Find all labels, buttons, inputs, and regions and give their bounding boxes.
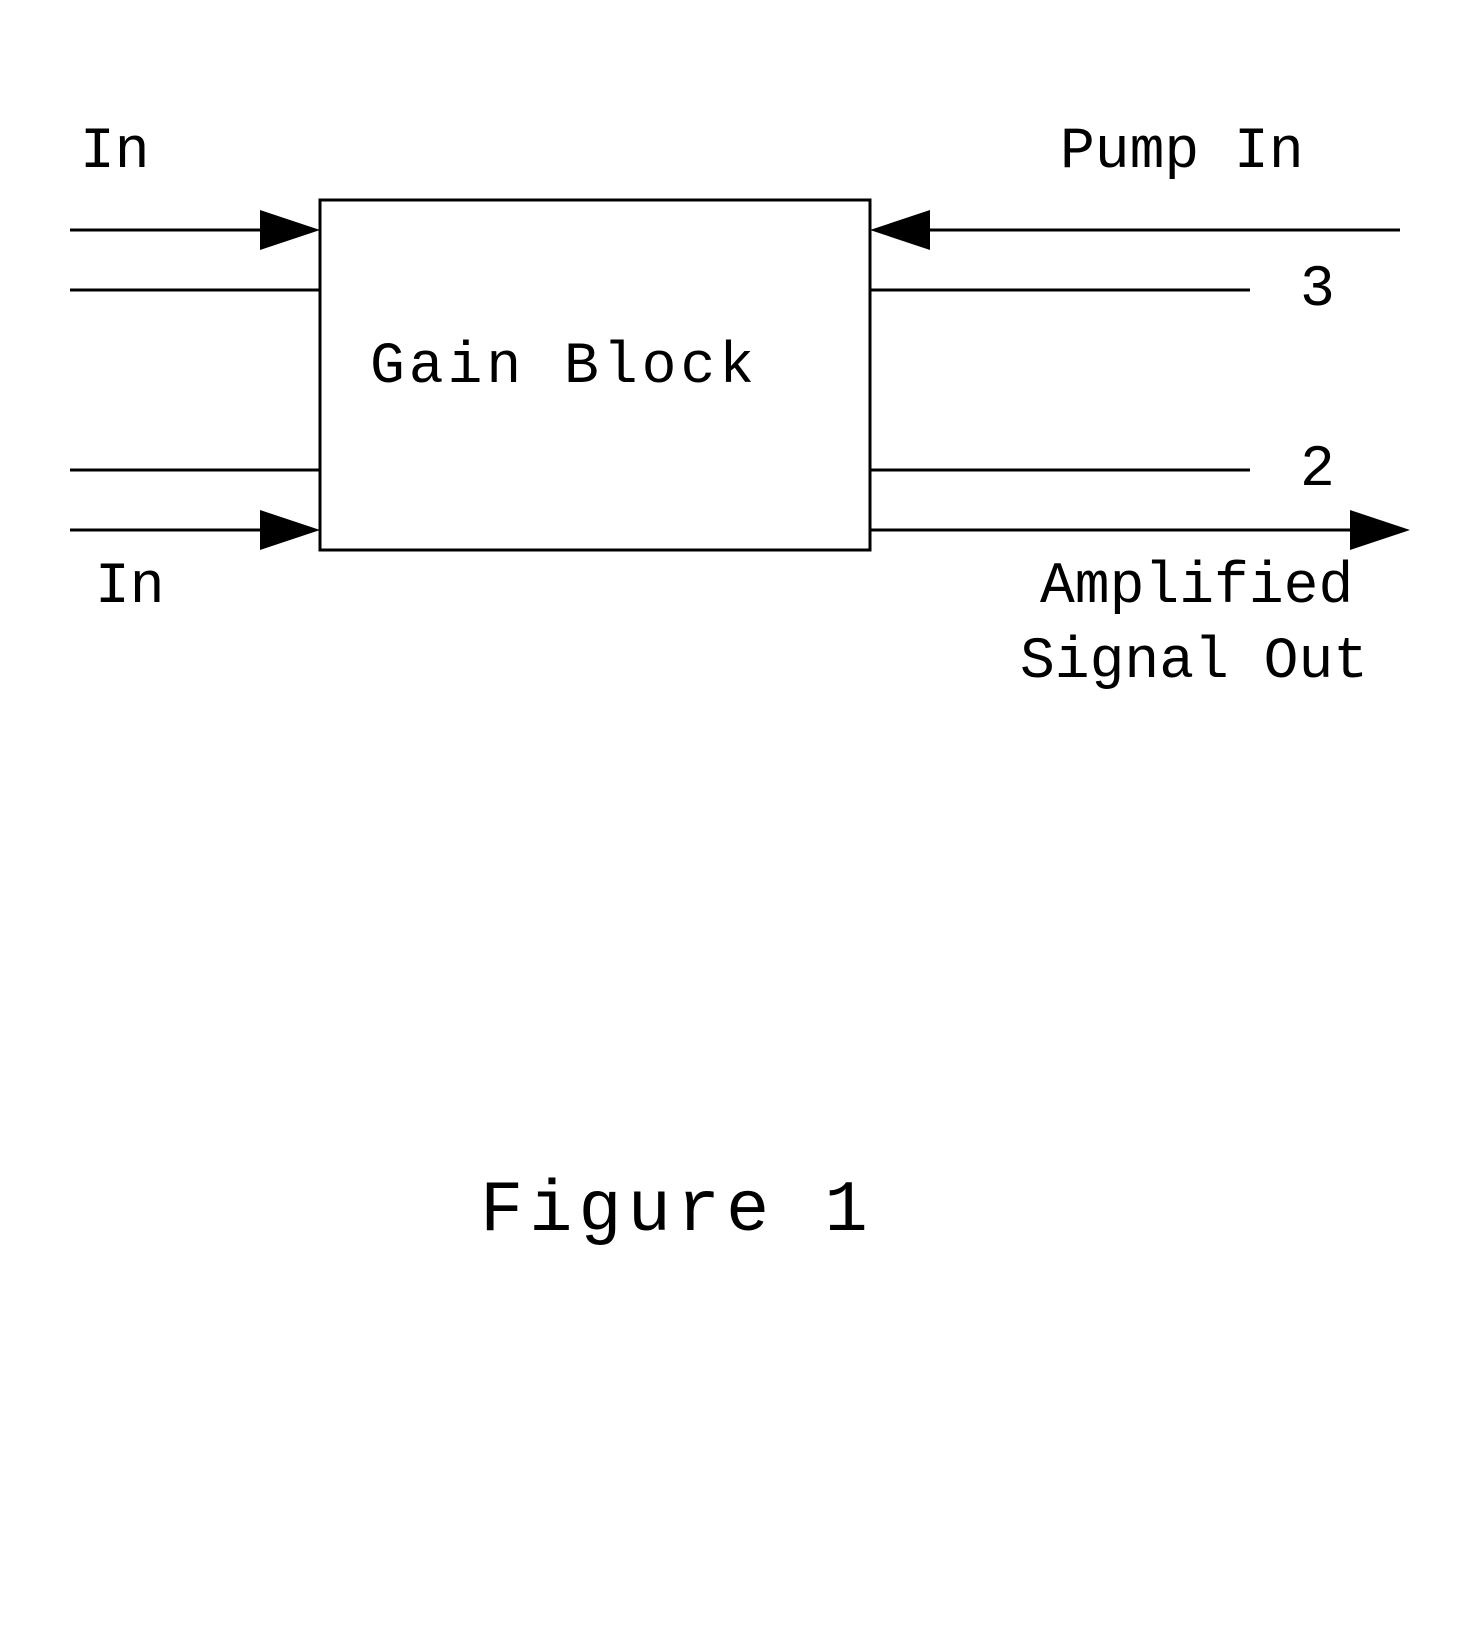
pump-in-arrowhead [870, 210, 930, 250]
in-top-arrowhead [260, 210, 320, 250]
in-bottom-arrowhead [260, 510, 320, 550]
in-bottom-label: In [95, 555, 165, 620]
in-top-label: In [80, 120, 150, 185]
line-3-label: 3 [1300, 258, 1335, 323]
diagram-canvas: In In Pump In 3 2 Gain Block Amplified S… [0, 0, 1470, 1643]
diagram-svg [0, 0, 1470, 1643]
amplified-label-line2: Signal Out [1020, 630, 1368, 695]
gain-block-label: Gain Block [370, 335, 758, 400]
line-2-label: 2 [1300, 438, 1335, 503]
signal-out-arrowhead [1350, 510, 1410, 550]
pump-in-label: Pump In [1060, 120, 1304, 185]
figure-caption: Figure 1 [480, 1170, 874, 1252]
amplified-label-line1: Amplified [1040, 555, 1353, 620]
